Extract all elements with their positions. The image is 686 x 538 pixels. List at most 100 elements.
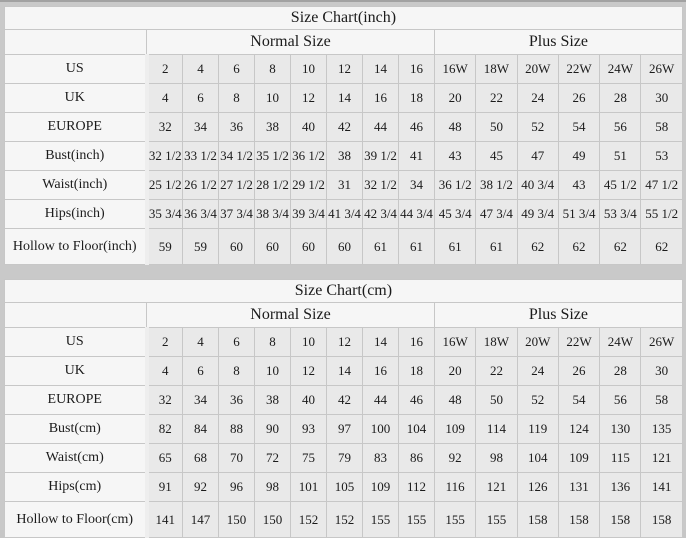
size-value-cell: 47: [516, 141, 559, 171]
size-value-cell: 158: [516, 501, 559, 538]
row-label: US: [4, 54, 149, 84]
table-row: Hollow to Floor(inch) 59 59 60 60 60 60 61 61 61 6…: [4, 228, 683, 265]
size-value-cell: 32 1/2: [146, 141, 183, 171]
table-row: Bust(cm) 82 84 88 90 93 97 100 104 109 114 119 124 13…: [4, 414, 683, 444]
size-value-cell: 105: [326, 472, 363, 502]
table-body: US 2 4 6 8 10 12 14 16 16W 18W 20W 22W 24W 26W UK 4 6 8 10 1…: [4, 54, 683, 265]
size-value-cell: 61: [362, 228, 399, 265]
table-row: US 2 4 6 8 10 12 14 16 16W 18W 20W 22W 24W 26W: [4, 327, 683, 357]
size-value-cell: 26: [557, 83, 601, 113]
corner-cell: [4, 29, 147, 55]
size-value-cell: 32 1/2: [362, 170, 399, 200]
row-label: Hollow to Floor(cm): [4, 501, 149, 538]
size-value-cell: 16: [398, 54, 435, 84]
size-value-cell: 6: [218, 327, 255, 357]
size-value-cell: 72: [254, 443, 291, 473]
size-value-cell: 34: [398, 170, 435, 200]
size-value-cell: 155: [398, 501, 435, 538]
column-group-row: Normal Size Plus Size: [4, 29, 683, 55]
size-value-cell: 37 3/4: [218, 199, 255, 229]
size-value-cell: 100: [362, 414, 399, 444]
size-value-cell: 32: [146, 112, 183, 142]
size-value-cell: 40 3/4: [516, 170, 559, 200]
size-value-cell: 14: [326, 83, 363, 113]
size-value-cell: 36: [218, 112, 255, 142]
size-value-cell: 36 1/2: [290, 141, 327, 171]
size-value-cell: 18: [398, 83, 435, 113]
size-value-cell: 124: [557, 414, 601, 444]
row-label: EUROPE: [4, 385, 149, 415]
size-value-cell: 47 3/4: [475, 199, 518, 229]
table-row: EUROPE 32 34 36 38 40 42 44 46 48 50 52 54 56 58: [4, 112, 683, 142]
size-value-cell: 30: [640, 83, 683, 113]
size-value-cell: 59: [146, 228, 183, 265]
size-value-cell: 34: [182, 385, 219, 415]
size-value-cell: 8: [254, 54, 291, 84]
size-value-cell: 26 1/2: [182, 170, 219, 200]
size-value-cell: 109: [433, 414, 477, 444]
size-value-cell: 16W: [433, 327, 477, 357]
size-value-cell: 141: [146, 501, 183, 538]
size-value-cell: 42 3/4: [362, 199, 399, 229]
size-value-cell: 45: [475, 141, 518, 171]
size-value-cell: 18W: [475, 327, 518, 357]
size-value-cell: 60: [290, 228, 327, 265]
size-value-cell: 104: [398, 414, 435, 444]
size-value-cell: 70: [218, 443, 255, 473]
size-value-cell: 92: [433, 443, 477, 473]
size-value-cell: 109: [362, 472, 399, 502]
size-value-cell: 61: [475, 228, 518, 265]
size-value-cell: 150: [254, 501, 291, 538]
size-value-cell: 115: [599, 443, 642, 473]
size-value-cell: 4: [146, 356, 183, 386]
size-value-cell: 24W: [599, 327, 642, 357]
size-value-cell: 12: [326, 54, 363, 84]
size-value-cell: 53: [640, 141, 683, 171]
size-value-cell: 38 3/4: [254, 199, 291, 229]
size-value-cell: 22: [475, 83, 518, 113]
size-value-cell: 2: [146, 54, 183, 84]
table-row: US 2 4 6 8 10 12 14 16 16W 18W 20W 22W 24W 26W: [4, 54, 683, 84]
size-value-cell: 24W: [599, 54, 642, 84]
size-value-cell: 14: [362, 54, 399, 84]
size-value-cell: 51 3/4: [557, 199, 601, 229]
size-value-cell: 10: [290, 54, 327, 84]
size-value-cell: 40: [290, 385, 327, 415]
size-value-cell: 84: [182, 414, 219, 444]
size-value-cell: 104: [516, 443, 559, 473]
size-value-cell: 155: [362, 501, 399, 538]
size-value-cell: 20W: [516, 327, 559, 357]
size-value-cell: 6: [218, 54, 255, 84]
table-row: Waist(cm) 65 68 70 72 75 79 83 86 92 98 104 109 115 12…: [4, 443, 683, 473]
size-value-cell: 27 1/2: [218, 170, 255, 200]
table-row: Hips(cm) 91 92 96 98 101 105 109 112 116 121 126 131…: [4, 472, 683, 502]
table-separator: [4, 265, 682, 279]
size-value-cell: 60: [326, 228, 363, 265]
row-label: US: [4, 327, 149, 357]
size-value-cell: 38: [254, 385, 291, 415]
size-value-cell: 8: [218, 356, 255, 386]
size-value-cell: 152: [326, 501, 363, 538]
size-value-cell: 8: [218, 83, 255, 113]
size-value-cell: 44: [362, 385, 399, 415]
size-value-cell: 39 3/4: [290, 199, 327, 229]
size-value-cell: 131: [557, 472, 601, 502]
normal-size-header: Normal Size: [146, 302, 435, 328]
size-value-cell: 16: [362, 83, 399, 113]
size-value-cell: 38 1/2: [475, 170, 518, 200]
size-value-cell: 62: [557, 228, 601, 265]
size-value-cell: 56: [599, 112, 642, 142]
size-value-cell: 79: [326, 443, 363, 473]
size-value-cell: 75: [290, 443, 327, 473]
size-value-cell: 14: [362, 327, 399, 357]
size-value-cell: 26W: [640, 54, 683, 84]
size-value-cell: 47 1/2: [640, 170, 683, 200]
size-value-cell: 90: [254, 414, 291, 444]
size-value-cell: 14: [326, 356, 363, 386]
size-value-cell: 48: [433, 112, 477, 142]
size-value-cell: 45 1/2: [599, 170, 642, 200]
size-value-cell: 60: [218, 228, 255, 265]
table-title: Size Chart(cm): [4, 279, 683, 303]
row-label: UK: [4, 356, 149, 386]
